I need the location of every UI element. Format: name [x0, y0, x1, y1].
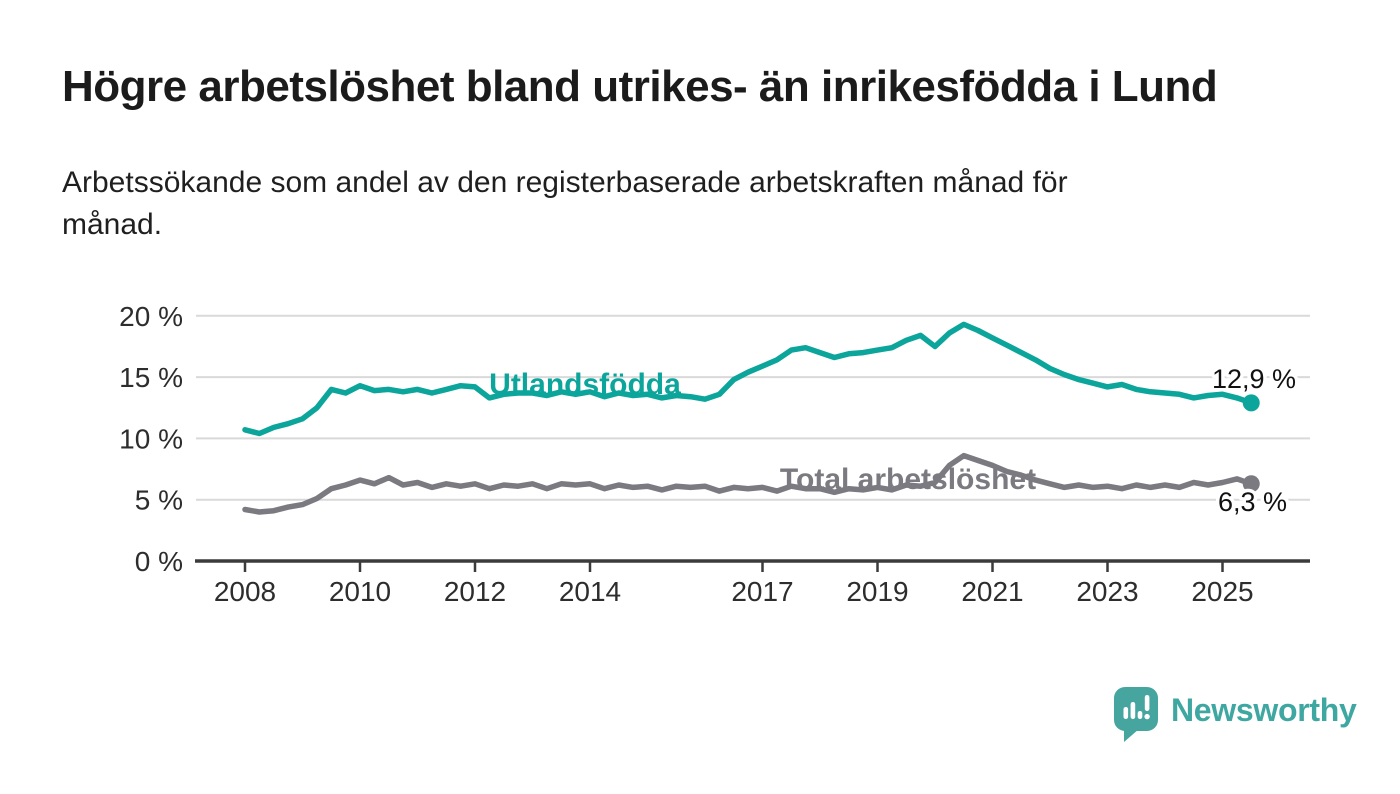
series-end-dot-utlandsfodda — [1242, 394, 1260, 412]
newsworthy-logo: Newsworthy — [1112, 684, 1357, 744]
chart-title: Högre arbetslöshet bland utrikes- än inr… — [62, 62, 1218, 111]
series-label-utlandsfodda: Utlandsfödda — [489, 368, 681, 401]
series-line-total-arbetsloshet — [242, 452, 1255, 515]
series-end-dot-total-arbetsloshet — [1242, 475, 1260, 493]
x-axis-tick-label: 2021 — [961, 576, 1023, 607]
x-axis-tick-label: 2017 — [731, 576, 793, 607]
x-axis-tick-label: 2023 — [1076, 576, 1138, 607]
y-axis-tick-label: 10 % — [119, 423, 183, 454]
y-axis-tick-label: 15 % — [119, 362, 183, 393]
y-axis-tick-label: 20 % — [119, 301, 183, 332]
chart-subtitle-line-2: månad. — [62, 208, 163, 241]
series-value-label-total-arbetsloshet: 6,3 % — [1218, 487, 1287, 517]
chart-subtitle-line-1: Arbetssökande som andel av den registerb… — [62, 166, 1068, 199]
x-axis-tick-label: 2025 — [1191, 576, 1253, 607]
x-axis-tick-label: 2012 — [444, 576, 506, 607]
x-axis-tick-label: 2008 — [214, 576, 276, 607]
speech-bubble-bar-chart-icon — [1114, 687, 1158, 742]
series-label-total-arbetsloshet: Total arbetslöshet — [780, 463, 1036, 496]
y-axis-tick-label: 0 % — [135, 546, 183, 577]
chart-subtitle: Arbetssökande som andel av den registerb… — [62, 162, 1282, 246]
series-line-utlandsfodda — [242, 321, 1255, 437]
x-axis-tick-label: 2014 — [559, 576, 621, 607]
x-axis-tick-label: 2010 — [329, 576, 391, 607]
x-axis-tick-label: 2019 — [846, 576, 908, 607]
newsworthy-logo-text: Newsworthy — [1171, 692, 1357, 728]
series-value-label-utlandsfodda: 12,9 % — [1212, 364, 1296, 394]
y-axis-tick-label: 5 % — [135, 485, 183, 516]
